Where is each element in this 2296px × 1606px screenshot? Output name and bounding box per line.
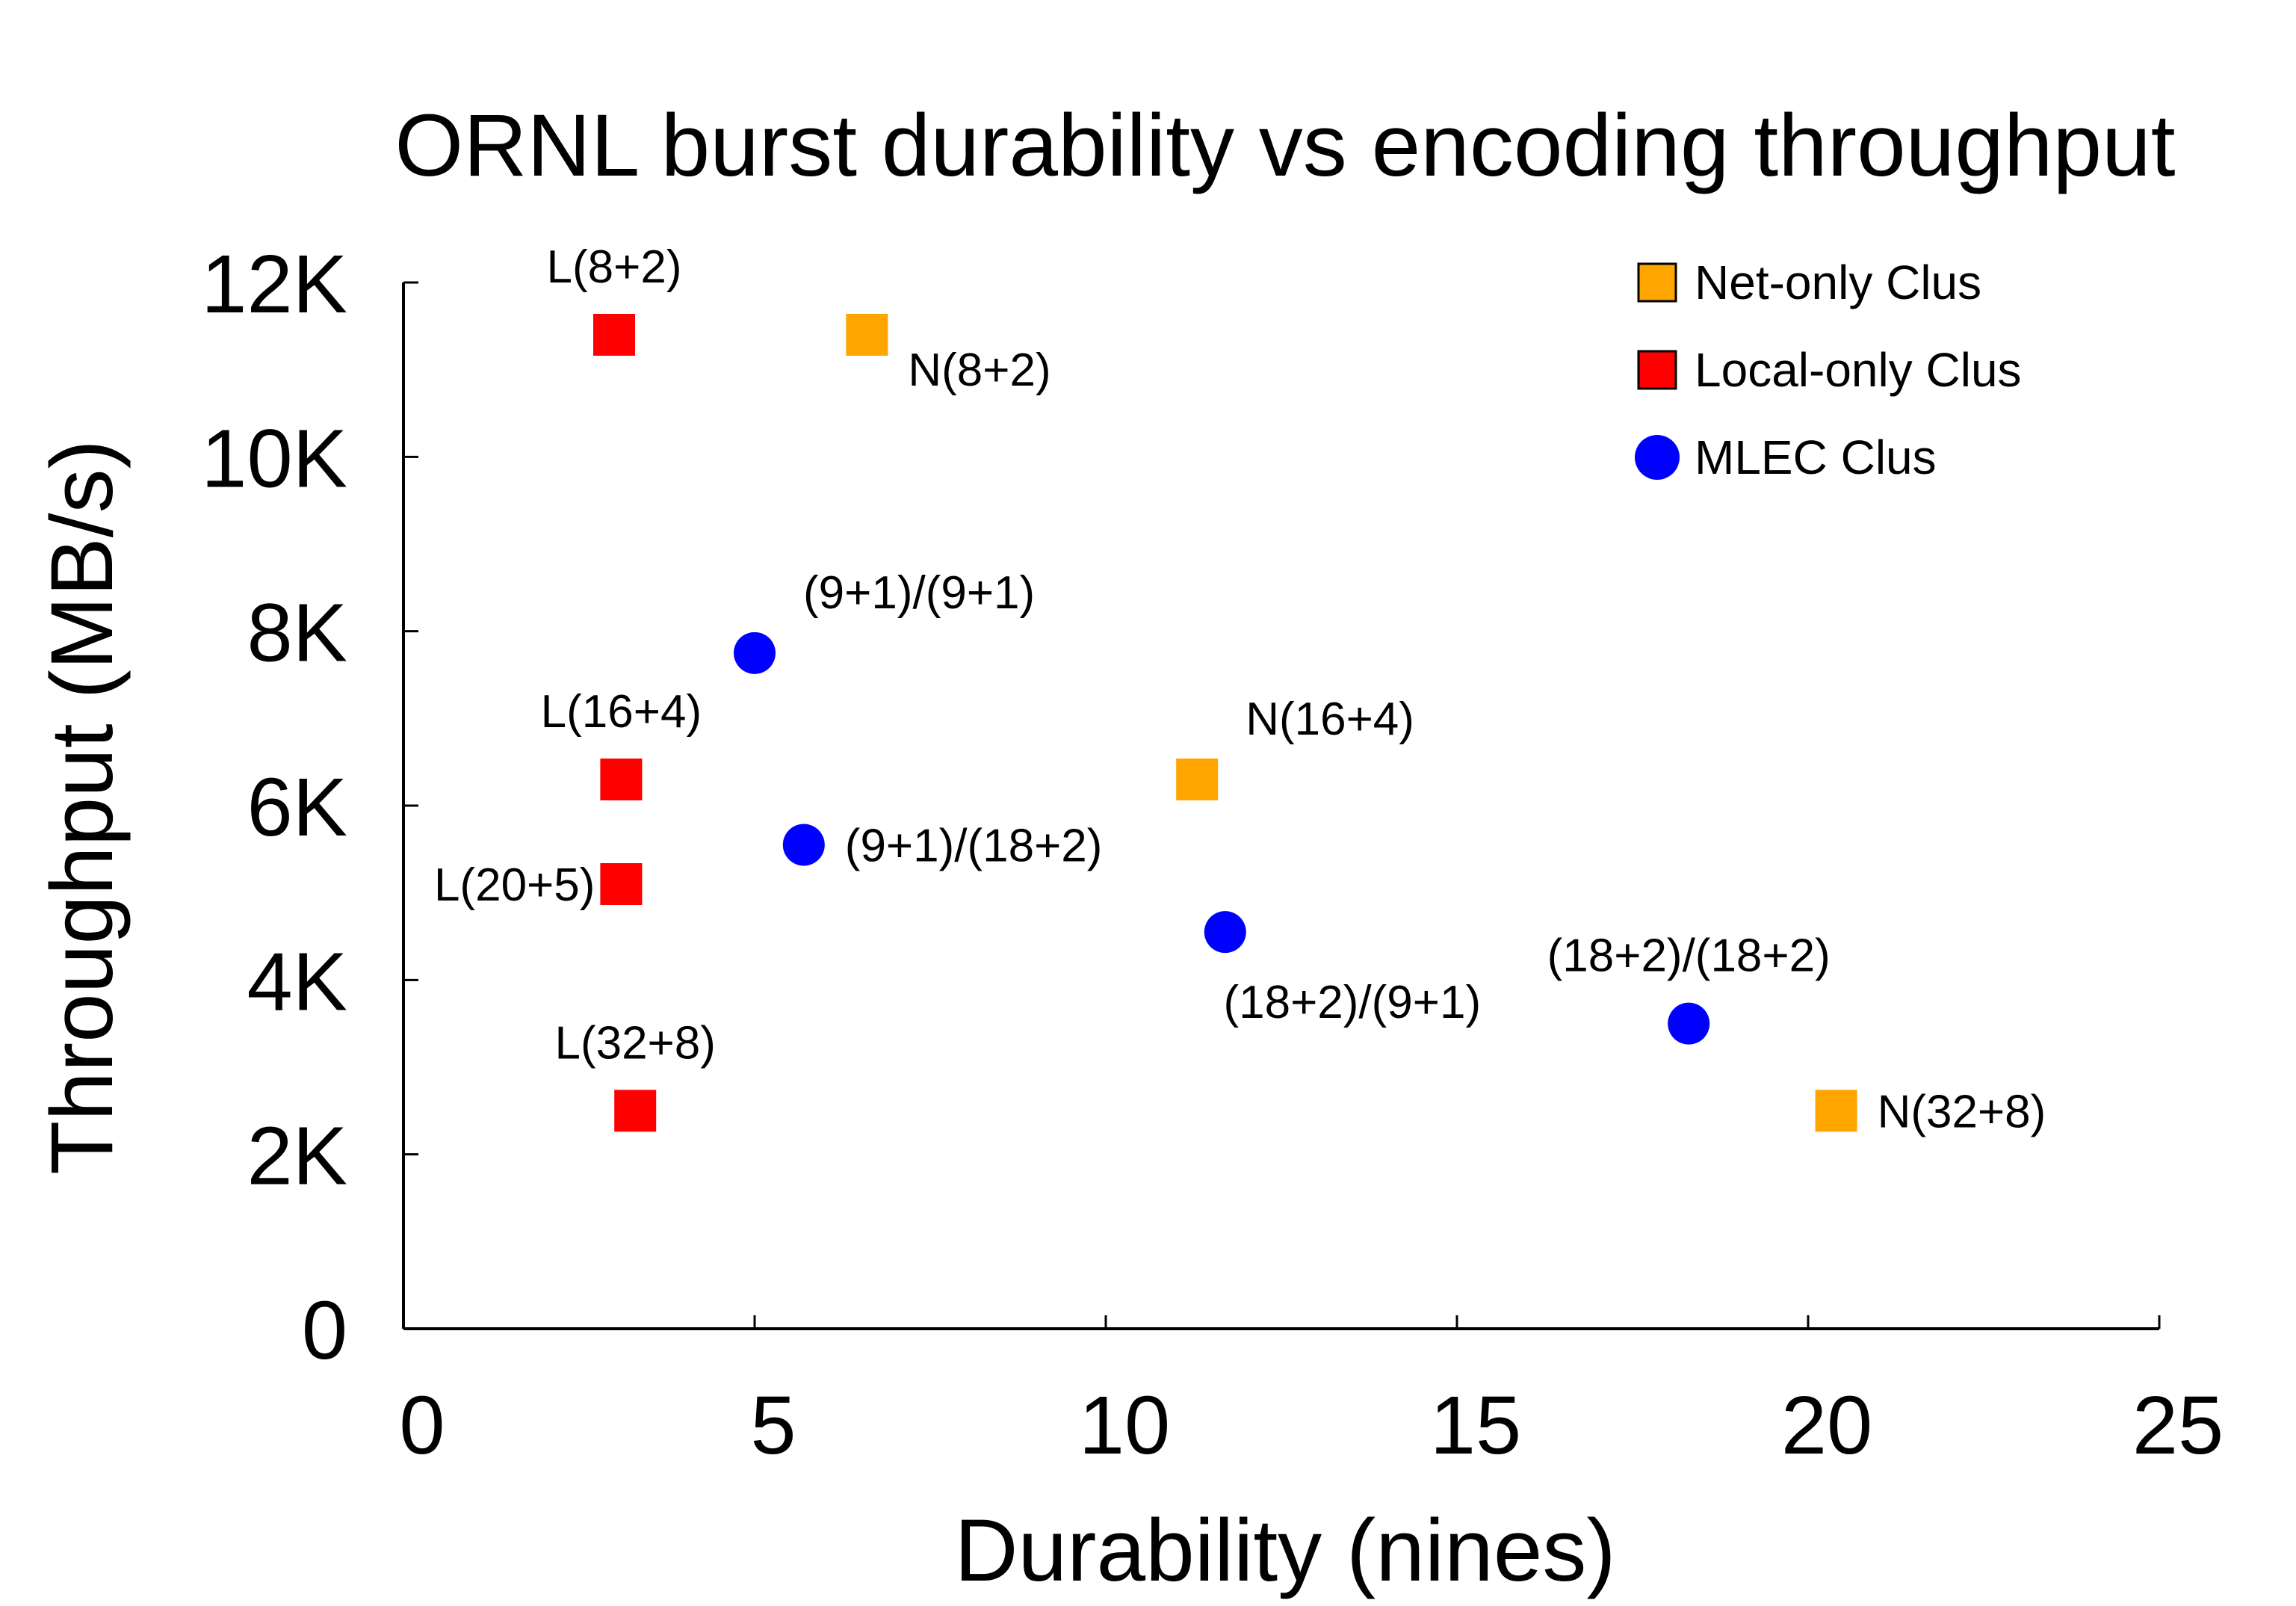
x-tick-label: 5 <box>750 1380 796 1471</box>
data-point <box>1204 911 1246 954</box>
legend-label: MLEC Clus <box>1695 430 1937 484</box>
y-tick-label: 12K <box>201 238 347 330</box>
data-label: (9+1)/(18+2) <box>845 821 1103 872</box>
data-label: L(20+5) <box>434 859 595 911</box>
data-point <box>593 314 635 356</box>
y-tick-label: 10K <box>201 413 347 504</box>
legend-label: Net-only Clus <box>1695 256 1981 309</box>
chart-title: ORNL burst durability vs encoding throug… <box>394 96 2175 195</box>
data-point <box>1668 1002 1710 1045</box>
data-label: N(8+2) <box>908 345 1050 396</box>
data-point <box>846 314 888 356</box>
legend: Net-only Clus Local-only Clus MLEC Clus <box>1635 256 2022 484</box>
data-point <box>1815 1090 1857 1132</box>
data-point <box>1176 759 1219 800</box>
axes: 0 5 10 15 20 25 0 2K 4K 6K 8K 10K 12K <box>201 238 2224 1471</box>
data-label: (18+2)/(18+2) <box>1547 930 1831 982</box>
data-label: L(8+2) <box>547 241 682 293</box>
y-tick-label: 8K <box>247 587 347 679</box>
data-points: N(8+2) N(16+4) N(32+8) L(8+2) L(16+4) L(20+5)… <box>434 241 2046 1137</box>
data-label: L(32+8) <box>554 1017 715 1069</box>
legend-marker <box>1637 350 1677 390</box>
x-tick-label: 25 <box>2132 1380 2224 1471</box>
data-label: N(32+8) <box>1878 1086 2046 1137</box>
x-tick-label: 15 <box>1430 1380 1521 1471</box>
x-tick-label: 20 <box>1781 1380 1872 1471</box>
y-tick-label: 2K <box>247 1111 347 1202</box>
y-tick-label: 0 <box>302 1285 347 1377</box>
y-axis-title: Throughput (MB/s) <box>33 439 131 1175</box>
data-point <box>734 631 776 674</box>
data-point <box>782 824 825 866</box>
data-label: (18+2)/(9+1) <box>1223 977 1481 1028</box>
data-label: (9+1)/(9+1) <box>803 567 1035 619</box>
data-label: L(16+4) <box>541 686 702 738</box>
y-tick-label: 4K <box>247 936 347 1028</box>
data-label: N(16+4) <box>1246 694 1414 745</box>
legend-marker <box>1635 435 1680 480</box>
legend-label: Local-only Clus <box>1695 343 2022 397</box>
data-point <box>600 759 643 800</box>
x-tick-label: 10 <box>1079 1380 1170 1471</box>
y-tick-label: 6K <box>247 762 347 853</box>
x-tick-label: 0 <box>399 1380 445 1471</box>
data-point <box>600 863 643 905</box>
data-point <box>614 1090 657 1132</box>
legend-marker <box>1637 262 1677 303</box>
x-axis-title: Durability (nines) <box>954 1501 1615 1600</box>
